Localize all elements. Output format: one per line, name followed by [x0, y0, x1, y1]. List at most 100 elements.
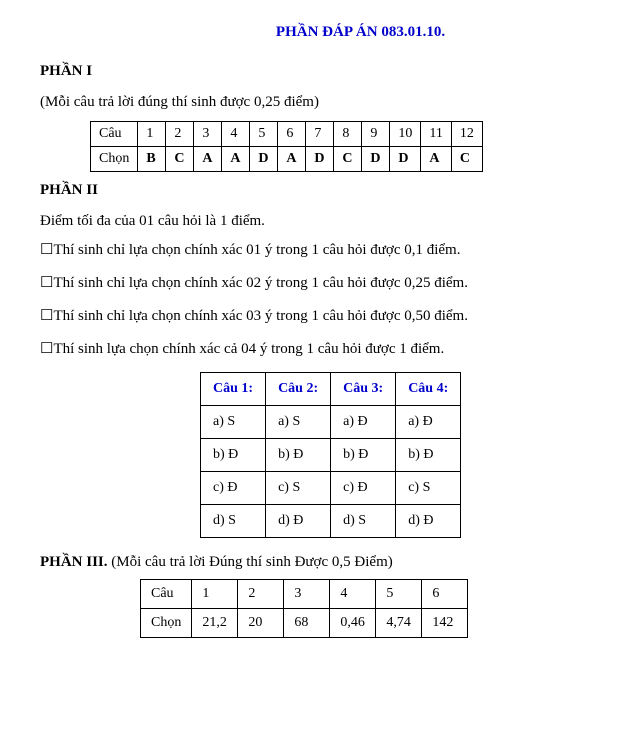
- cell-header: Câu 3:: [331, 373, 396, 406]
- section2-maxline: Điểm tối đa của 01 câu hỏi là 1 điểm.: [40, 213, 581, 230]
- rule-pre: Thí sinh lựa chọn chính xác cả 04 ý tron…: [53, 341, 444, 357]
- table-row: b) Đ b) Đ b) Đ b) Đ: [201, 439, 461, 472]
- cell: d) Đ: [266, 505, 331, 538]
- table-row: Câu 1 2 3 4 5 6: [141, 580, 468, 609]
- section2-heading: PHẦN II: [40, 182, 581, 199]
- cell: 3: [194, 122, 222, 147]
- cell: 20: [238, 609, 284, 638]
- cell: 4: [222, 122, 250, 147]
- cell: B: [138, 147, 166, 172]
- rule-post: điểm.: [423, 242, 461, 258]
- checkbox-icon: ☐: [40, 241, 53, 258]
- rule-score: 0,1: [404, 242, 423, 258]
- rule-pre: Thí sinh chỉ lựa chọn chính xác 01 ý tro…: [53, 242, 404, 258]
- section2-rule: ☐Thí sinh lựa chọn chính xác cả 04 ý tro…: [40, 339, 581, 358]
- cell: 68: [284, 609, 330, 638]
- cell: D: [306, 147, 334, 172]
- table-row: d) S d) Đ d) S d) Đ: [201, 505, 461, 538]
- rule-score: 0,25: [404, 275, 430, 291]
- cell: 3: [284, 580, 330, 609]
- cell: 0,46: [330, 609, 376, 638]
- section3-subtext-pre: (Mỗi câu trả lời Đúng thí sinh Được: [108, 554, 332, 570]
- cell: 142: [422, 609, 468, 638]
- cell: d) Đ: [396, 505, 461, 538]
- cell: c) S: [396, 472, 461, 505]
- section1-intro-score: 0,25: [254, 94, 280, 110]
- cell: 1: [192, 580, 238, 609]
- page-title: PHẦN ĐÁP ÁN 083.01.10.: [40, 24, 581, 41]
- section1-intro-post: điểm): [280, 94, 319, 110]
- section1-table: Câu 1 2 3 4 5 6 7 8 9 10 11 12 Chọn B C …: [90, 121, 483, 172]
- checkbox-icon: ☐: [40, 340, 53, 357]
- cell: b) Đ: [266, 439, 331, 472]
- cell: 5: [376, 580, 422, 609]
- cell: 5: [250, 122, 278, 147]
- cell: 2: [238, 580, 284, 609]
- section3-heading: PHẦN III.: [40, 554, 108, 570]
- section3-heading-line: PHẦN III. (Mỗi câu trả lời Đúng thí sinh…: [40, 554, 581, 571]
- section1-heading: PHẦN I: [40, 63, 581, 80]
- cell: 2: [166, 122, 194, 147]
- cell: 4: [330, 580, 376, 609]
- cell: C: [334, 147, 362, 172]
- cell: 8: [334, 122, 362, 147]
- section3-subtext-post: Điểm): [351, 554, 393, 570]
- cell: A: [421, 147, 451, 172]
- rule-post: điểm.: [430, 275, 468, 291]
- section3-table: Câu 1 2 3 4 5 6 Chọn 21,2 20 68 0,46 4,7…: [140, 579, 468, 638]
- cell: 1: [138, 122, 166, 147]
- cell-label: Chọn: [91, 147, 138, 172]
- cell: 7: [306, 122, 334, 147]
- table-row: Chọn B C A A D A D C D D A C: [91, 147, 483, 172]
- cell: b) Đ: [331, 439, 396, 472]
- cell: C: [166, 147, 194, 172]
- section2-rule: ☐Thí sinh chỉ lựa chọn chính xác 03 ý tr…: [40, 306, 581, 325]
- cell: D: [250, 147, 278, 172]
- rule-pre: Thí sinh chỉ lựa chọn chính xác 03 ý tro…: [53, 308, 404, 324]
- cell-header: Câu 2:: [266, 373, 331, 406]
- cell: 21,2: [192, 609, 238, 638]
- cell: d) S: [201, 505, 266, 538]
- table-row: c) Đ c) S c) Đ c) S: [201, 472, 461, 505]
- cell: C: [451, 147, 482, 172]
- cell: 11: [421, 122, 451, 147]
- rule-post: điểm.: [430, 308, 468, 324]
- table-row: Câu 1: Câu 2: Câu 3: Câu 4:: [201, 373, 461, 406]
- cell: d) S: [331, 505, 396, 538]
- cell-label: Câu: [141, 580, 192, 609]
- cell: c) Đ: [331, 472, 396, 505]
- cell: A: [222, 147, 250, 172]
- table-row: a) S a) S a) Đ a) Đ: [201, 406, 461, 439]
- cell: D: [390, 147, 421, 172]
- cell: 6: [278, 122, 306, 147]
- cell: A: [194, 147, 222, 172]
- checkbox-icon: ☐: [40, 307, 53, 324]
- section1-intro-pre: (Mỗi câu trả lời đúng thí sinh được: [40, 94, 254, 110]
- cell-header: Câu 1:: [201, 373, 266, 406]
- cell: b) Đ: [396, 439, 461, 472]
- cell-header: Câu 4:: [396, 373, 461, 406]
- section2-table: Câu 1: Câu 2: Câu 3: Câu 4: a) S a) S a)…: [200, 372, 461, 538]
- cell-label: Chọn: [141, 609, 192, 638]
- section1-intro: (Mỗi câu trả lời đúng thí sinh được 0,25…: [40, 94, 581, 111]
- cell: 12: [451, 122, 482, 147]
- section2-rule: ☐Thí sinh chỉ lựa chọn chính xác 01 ý tr…: [40, 240, 581, 259]
- section3-score: 0,5: [332, 554, 351, 570]
- cell: a) S: [201, 406, 266, 439]
- cell: 4,74: [376, 609, 422, 638]
- section2-rule: ☐Thí sinh chỉ lựa chọn chính xác 02 ý tr…: [40, 273, 581, 292]
- cell: c) Đ: [201, 472, 266, 505]
- cell: c) S: [266, 472, 331, 505]
- cell: a) Đ: [396, 406, 461, 439]
- cell: a) Đ: [331, 406, 396, 439]
- cell: 9: [362, 122, 390, 147]
- cell: b) Đ: [201, 439, 266, 472]
- checkbox-icon: ☐: [40, 274, 53, 291]
- table-row: Chọn 21,2 20 68 0,46 4,74 142: [141, 609, 468, 638]
- rule-pre: Thí sinh chỉ lựa chọn chính xác 02 ý tro…: [53, 275, 404, 291]
- cell: a) S: [266, 406, 331, 439]
- cell: 6: [422, 580, 468, 609]
- cell-label: Câu: [91, 122, 138, 147]
- cell: D: [362, 147, 390, 172]
- rule-score: 0,50: [404, 308, 430, 324]
